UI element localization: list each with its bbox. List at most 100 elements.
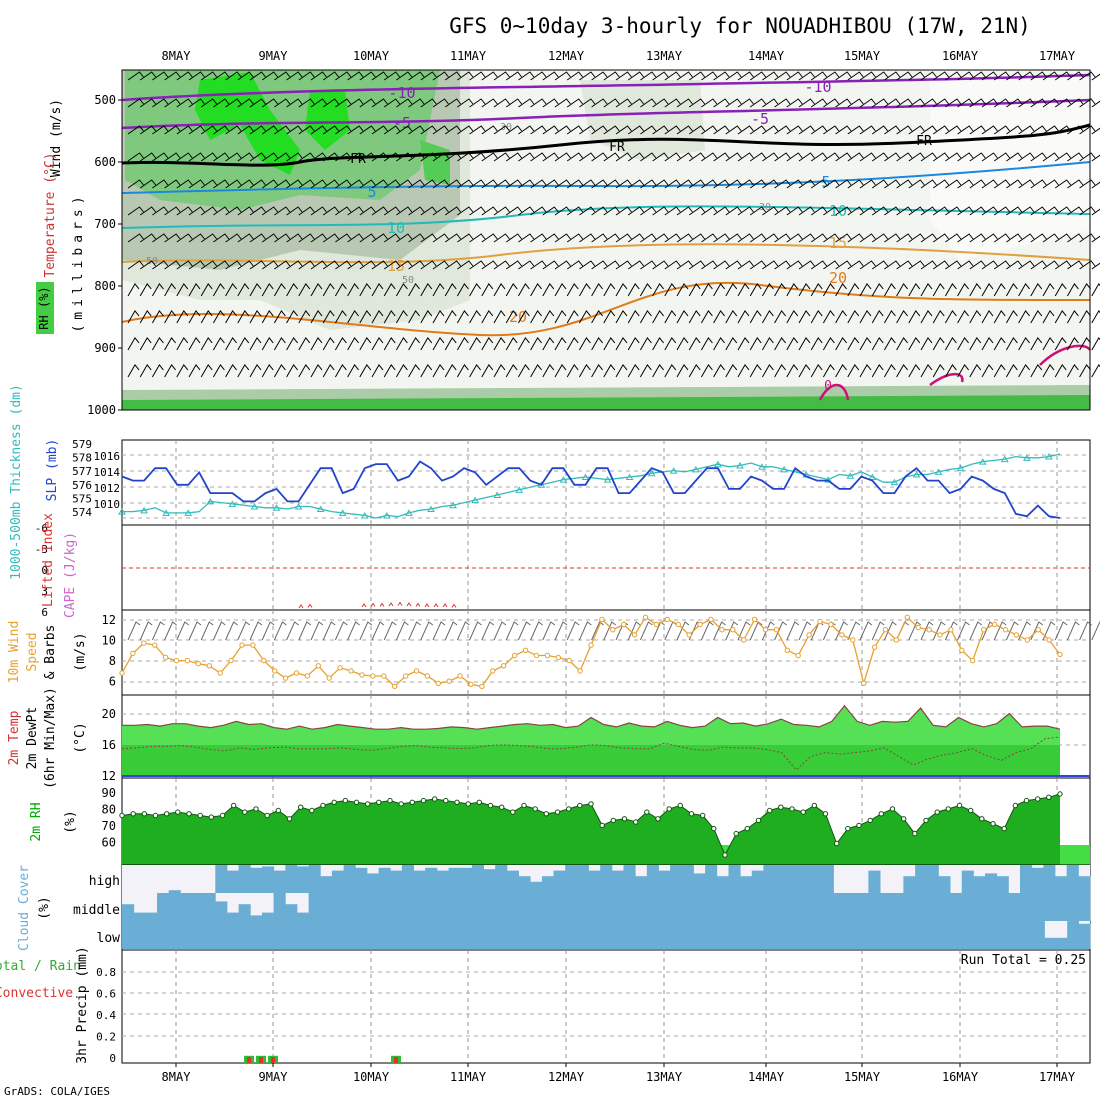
wind-barb	[847, 71, 864, 81]
wind-barb	[603, 337, 616, 351]
wind-barb	[566, 152, 584, 162]
cloud-cell-middle	[798, 893, 811, 921]
cloud-cell-middle	[973, 893, 986, 921]
wind-barb	[127, 98, 144, 108]
wind-barb	[871, 98, 889, 108]
cloud-cell-middle	[961, 893, 974, 921]
wind-barb	[273, 310, 286, 324]
wind10-speed-point	[152, 642, 158, 648]
wind-barb	[334, 337, 347, 351]
cloud-cell-middle	[553, 893, 566, 921]
wind-barb	[554, 125, 571, 135]
wind-barb	[139, 125, 157, 135]
wind-barb	[383, 71, 401, 81]
wind-barb	[859, 98, 876, 108]
wind-barb	[615, 179, 632, 189]
wind-barb	[640, 260, 657, 270]
rh-area	[122, 794, 1060, 865]
cloud-cell-middle	[903, 893, 916, 921]
wind-barb	[176, 125, 193, 135]
wind-barb	[432, 179, 449, 189]
cloud-cell-middle	[262, 912, 275, 921]
wind-barb	[469, 233, 486, 243]
wind-barb	[749, 98, 767, 108]
li-marker	[397, 601, 403, 606]
wind-barb	[761, 337, 774, 351]
cloud-cell-high	[996, 876, 1009, 893]
wind-barb	[1006, 125, 1023, 135]
cloud-cell-low	[235, 921, 248, 949]
wind-barb	[505, 233, 523, 243]
wind-barb	[835, 364, 847, 378]
wind-barb	[213, 206, 230, 216]
wind-barb	[1018, 71, 1035, 81]
wind-barb	[871, 179, 889, 189]
wind-barb	[920, 283, 933, 297]
wind-barb	[530, 364, 542, 378]
cloud-cell-low	[725, 921, 738, 949]
wind-barb	[139, 337, 152, 351]
cloud-cell-low	[406, 921, 419, 949]
wind10-barb	[298, 621, 312, 641]
cloud-cell-high	[623, 865, 636, 893]
rh-point	[956, 802, 963, 809]
cloud-cell-high	[1055, 876, 1068, 893]
wind-barb	[823, 260, 840, 270]
cloud-cell-low	[509, 921, 521, 949]
wind-barb	[701, 260, 718, 270]
wind10-speed-point	[282, 675, 289, 681]
wind10-speed-point	[970, 657, 976, 664]
cloud-cell-low	[543, 921, 556, 949]
wind-barb	[1091, 154, 1100, 162]
thickness-marker	[934, 468, 943, 475]
upper-ytick-label: 600	[94, 155, 116, 169]
wind-barb	[432, 233, 449, 243]
rh-point	[387, 797, 393, 804]
wind-barb	[530, 283, 542, 297]
cloud-cell-high	[296, 866, 309, 893]
cloud-cell-low	[862, 921, 874, 949]
wind-barb	[993, 125, 1011, 135]
thickness-marker	[736, 462, 744, 469]
wind-barb	[676, 310, 689, 324]
wind10-speed-point	[1024, 637, 1031, 643]
wind-barb	[762, 260, 779, 270]
wind-barb	[1091, 337, 1100, 351]
wind10-barb	[932, 621, 946, 641]
cloud-cell-high	[903, 876, 916, 893]
wind-barb	[640, 179, 657, 189]
wind10-speed-point	[544, 652, 551, 659]
wind-barb	[652, 233, 669, 243]
wind-barb	[920, 364, 933, 378]
rh-point	[633, 819, 639, 825]
cloud-cell-middle	[763, 893, 776, 921]
wind-barb	[408, 71, 425, 81]
wind-barb	[627, 71, 645, 81]
cloud-cell-low	[292, 921, 305, 949]
footer-credit: GrADS: COLA/IGES	[4, 1085, 110, 1098]
wind-barb	[725, 310, 738, 324]
wind-barb	[457, 98, 474, 108]
wind-barb	[1030, 71, 1047, 81]
wind10-speed-point	[1013, 632, 1020, 638]
wind-barb	[566, 310, 579, 324]
wind-barb	[249, 283, 262, 297]
wind-barb	[713, 125, 730, 135]
rh-point	[286, 816, 293, 822]
upper-ytick-label: 1000	[87, 403, 116, 417]
cloud-cell-low	[144, 921, 157, 949]
wind-barb	[469, 98, 486, 108]
cloud-cell-high	[821, 865, 834, 893]
rh-label-30b: 30	[759, 202, 771, 213]
wind10-barb	[554, 621, 568, 641]
li-marker	[379, 602, 385, 607]
wind-barb	[981, 310, 994, 324]
wind-barb	[749, 283, 762, 297]
wind-barb	[542, 283, 555, 297]
cloud-cell-high	[215, 865, 228, 893]
wind-barb	[518, 152, 535, 162]
wind-barb	[639, 337, 652, 351]
cloud-cell-low	[338, 921, 351, 949]
thickness-marker	[956, 464, 965, 472]
wind10-barb	[286, 621, 299, 641]
